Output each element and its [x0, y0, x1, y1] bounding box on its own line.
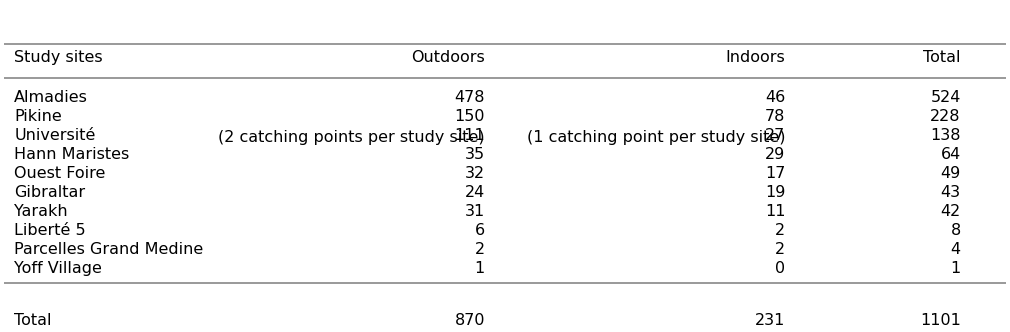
Text: 524: 524	[930, 90, 961, 105]
Text: 32: 32	[465, 166, 485, 181]
Text: 27: 27	[766, 128, 786, 143]
Text: 35: 35	[465, 147, 485, 162]
Text: Ouest Foire: Ouest Foire	[14, 166, 106, 181]
Text: 228: 228	[930, 109, 961, 124]
Text: Outdoors: Outdoors	[411, 50, 485, 65]
Text: 1: 1	[950, 261, 961, 276]
Text: 78: 78	[766, 109, 786, 124]
Text: 24: 24	[465, 185, 485, 200]
Text: 0: 0	[776, 261, 786, 276]
Text: 111: 111	[454, 128, 485, 143]
Text: 138: 138	[930, 128, 961, 143]
Text: 478: 478	[454, 90, 485, 105]
Text: 43: 43	[940, 185, 961, 200]
Text: 4: 4	[950, 242, 961, 257]
Text: Almadies: Almadies	[14, 90, 88, 105]
Text: Study sites: Study sites	[14, 50, 103, 65]
Text: Indoors: Indoors	[726, 50, 786, 65]
Text: 870: 870	[454, 313, 485, 328]
Text: Gibraltar: Gibraltar	[14, 185, 85, 200]
Text: 1101: 1101	[920, 313, 961, 328]
Text: (2 catching points per study site): (2 catching points per study site)	[218, 130, 485, 145]
Text: Total: Total	[14, 313, 52, 328]
Text: Hann Maristes: Hann Maristes	[14, 147, 129, 162]
Text: 17: 17	[766, 166, 786, 181]
Text: 42: 42	[940, 204, 961, 219]
Text: 2: 2	[776, 223, 786, 238]
Text: 231: 231	[755, 313, 786, 328]
Text: 150: 150	[454, 109, 485, 124]
Text: 29: 29	[766, 147, 786, 162]
Text: Total: Total	[923, 50, 961, 65]
Text: Pikine: Pikine	[14, 109, 62, 124]
Text: 31: 31	[465, 204, 485, 219]
Text: 6: 6	[475, 223, 485, 238]
Text: 49: 49	[940, 166, 961, 181]
Text: 8: 8	[950, 223, 961, 238]
Text: Parcelles Grand Medine: Parcelles Grand Medine	[14, 242, 203, 257]
Text: 1: 1	[475, 261, 485, 276]
Text: Yoff Village: Yoff Village	[14, 261, 102, 276]
Text: 2: 2	[475, 242, 485, 257]
Text: Université: Université	[14, 128, 96, 143]
Text: Yarakh: Yarakh	[14, 204, 68, 219]
Text: 46: 46	[766, 90, 786, 105]
Text: 64: 64	[940, 147, 961, 162]
Text: 19: 19	[766, 185, 786, 200]
Text: (1 catching point per study site): (1 catching point per study site)	[527, 130, 786, 145]
Text: 11: 11	[765, 204, 786, 219]
Text: Liberté 5: Liberté 5	[14, 223, 86, 238]
Text: 2: 2	[776, 242, 786, 257]
